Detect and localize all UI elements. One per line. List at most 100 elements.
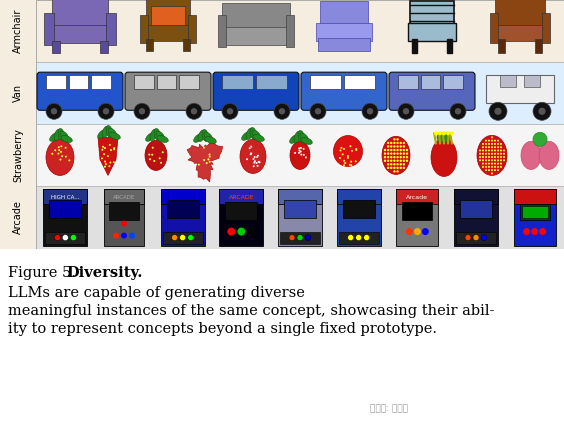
Ellipse shape [382, 136, 410, 174]
Circle shape [491, 166, 493, 168]
Circle shape [139, 108, 145, 114]
Bar [69, 75, 89, 89]
Ellipse shape [61, 136, 72, 142]
Circle shape [503, 150, 505, 151]
Circle shape [497, 153, 499, 155]
Circle shape [491, 140, 493, 142]
Circle shape [256, 156, 258, 158]
Circle shape [497, 140, 499, 142]
Bar [398, 75, 418, 89]
Circle shape [390, 149, 393, 151]
Circle shape [396, 149, 399, 151]
Bar [454, 190, 498, 204]
Circle shape [253, 162, 255, 164]
Ellipse shape [145, 140, 167, 170]
Circle shape [105, 163, 107, 165]
Circle shape [250, 146, 252, 147]
Circle shape [531, 228, 538, 235]
Bar [278, 190, 322, 204]
FancyBboxPatch shape [125, 72, 211, 110]
Circle shape [387, 159, 389, 162]
Circle shape [422, 228, 429, 235]
Circle shape [485, 169, 487, 171]
Bar [49, 199, 81, 218]
Circle shape [398, 103, 414, 119]
Circle shape [384, 153, 386, 155]
Circle shape [485, 163, 487, 164]
Ellipse shape [106, 125, 112, 137]
Circle shape [500, 156, 502, 158]
Circle shape [482, 153, 484, 155]
Circle shape [414, 228, 421, 235]
Circle shape [58, 146, 60, 148]
Circle shape [488, 140, 490, 142]
Circle shape [387, 156, 389, 159]
Bar [514, 190, 556, 204]
Circle shape [104, 166, 106, 168]
Circle shape [355, 149, 357, 151]
Circle shape [355, 160, 357, 162]
Circle shape [393, 156, 395, 159]
Bar [104, 190, 144, 204]
Circle shape [60, 151, 62, 153]
Bar [43, 190, 87, 246]
Bar [162, 232, 202, 244]
Circle shape [479, 153, 481, 155]
Ellipse shape [54, 129, 61, 141]
Circle shape [393, 145, 395, 147]
Circle shape [403, 149, 405, 151]
Circle shape [113, 147, 115, 149]
Circle shape [390, 156, 393, 159]
Circle shape [399, 159, 402, 162]
Circle shape [384, 156, 386, 159]
Circle shape [503, 159, 505, 162]
Circle shape [254, 156, 255, 158]
Circle shape [362, 103, 378, 119]
Circle shape [347, 235, 354, 241]
Text: ity to represent concepts beyond a single fixed prototype.: ity to represent concepts beyond a singl… [8, 322, 437, 336]
Circle shape [387, 145, 389, 147]
Bar [460, 199, 492, 218]
Circle shape [481, 235, 487, 241]
Circle shape [121, 232, 127, 238]
Circle shape [500, 153, 502, 155]
Circle shape [390, 153, 393, 155]
Circle shape [298, 150, 301, 151]
Circle shape [406, 153, 408, 155]
Circle shape [289, 235, 295, 241]
Circle shape [206, 162, 208, 164]
Circle shape [208, 159, 209, 160]
Ellipse shape [294, 131, 301, 142]
Circle shape [258, 161, 261, 163]
Circle shape [59, 159, 61, 161]
FancyBboxPatch shape [37, 72, 123, 110]
Text: meaningful instances of the same concept, showcasing their abil-: meaningful instances of the same concept… [8, 304, 495, 318]
Circle shape [237, 227, 245, 235]
Bar [443, 75, 463, 89]
Ellipse shape [50, 132, 60, 142]
Circle shape [479, 150, 481, 151]
Circle shape [399, 163, 402, 165]
Ellipse shape [240, 139, 266, 173]
Circle shape [488, 146, 490, 148]
Circle shape [434, 131, 438, 135]
Circle shape [494, 166, 496, 168]
Circle shape [347, 155, 349, 157]
Circle shape [485, 156, 487, 158]
Circle shape [403, 145, 405, 147]
Bar [318, 38, 370, 51]
Circle shape [102, 146, 104, 148]
Circle shape [387, 163, 389, 165]
Circle shape [350, 161, 352, 163]
Circle shape [497, 169, 499, 171]
Text: LLMs are capable of generating diverse: LLMs are capable of generating diverse [8, 286, 305, 300]
Circle shape [488, 169, 490, 171]
Bar [144, 25, 192, 41]
Circle shape [110, 149, 112, 151]
Polygon shape [98, 137, 118, 176]
Circle shape [310, 103, 326, 119]
Circle shape [58, 149, 60, 151]
Circle shape [274, 103, 290, 119]
Ellipse shape [204, 132, 213, 142]
Circle shape [249, 147, 251, 149]
